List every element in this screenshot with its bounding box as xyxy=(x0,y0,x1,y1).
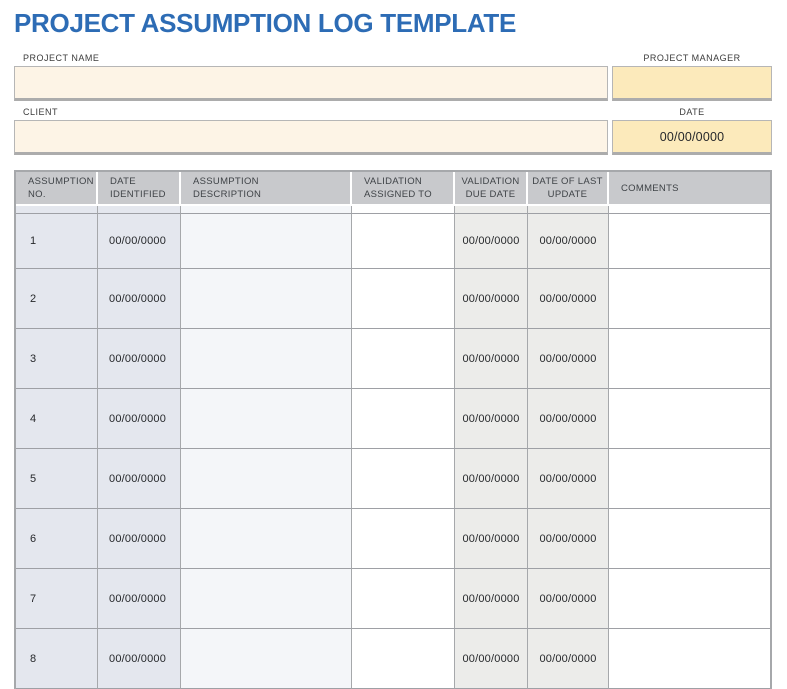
table-body: 1 00/00/0000 00/00/0000 00/00/0000 2 00/00/00… xyxy=(16,214,770,689)
cell-no[interactable]: 7 xyxy=(16,569,98,629)
cell-description[interactable] xyxy=(181,509,352,569)
cell-no[interactable]: 6 xyxy=(16,509,98,569)
cell-date-identified[interactable]: 00/00/0000 xyxy=(98,389,181,449)
cell-description[interactable] xyxy=(181,449,352,509)
cell-date-identified[interactable]: 00/00/0000 xyxy=(98,569,181,629)
cell-assigned-to[interactable] xyxy=(352,329,455,389)
cell-assigned-to[interactable] xyxy=(352,269,455,329)
spacer-cell xyxy=(98,206,181,214)
cell-date-identified[interactable]: 00/00/0000 xyxy=(98,269,181,329)
cell-last-update[interactable]: 00/00/0000 xyxy=(528,214,609,269)
cell-date-identified[interactable]: 00/00/0000 xyxy=(98,509,181,569)
cell-last-update[interactable]: 00/00/0000 xyxy=(528,629,609,689)
cell-assigned-to[interactable] xyxy=(352,509,455,569)
cell-description[interactable] xyxy=(181,389,352,449)
cell-date-identified[interactable]: 00/00/0000 xyxy=(98,329,181,389)
cell-no[interactable]: 1 xyxy=(16,214,98,269)
column-header-date-of-last-update: DATE OF LAST UPDATE xyxy=(528,172,609,206)
cell-no[interactable]: 5 xyxy=(16,449,98,509)
date-value: 00/00/0000 xyxy=(659,129,725,144)
table-row: 2 00/00/0000 00/00/0000 00/00/0000 xyxy=(16,269,770,329)
cell-description[interactable] xyxy=(181,329,352,389)
form-row-1 xyxy=(14,66,772,101)
spacer-cell xyxy=(528,206,609,214)
page-title: PROJECT ASSUMPTION LOG TEMPLATE xyxy=(14,8,517,38)
table-row: 8 00/00/0000 00/00/0000 00/00/0000 xyxy=(16,629,770,689)
spacer-cell xyxy=(609,206,770,214)
cell-last-update[interactable]: 00/00/0000 xyxy=(528,389,609,449)
cell-no[interactable]: 8 xyxy=(16,629,98,689)
assumption-log-table: ASSUMPTION NO. DATE IDENTIFIED ASSUMPTIO… xyxy=(14,170,772,689)
cell-no[interactable]: 2 xyxy=(16,269,98,329)
cell-comments[interactable] xyxy=(609,629,770,689)
cell-last-update[interactable]: 00/00/0000 xyxy=(528,329,609,389)
cell-due-date[interactable]: 00/00/0000 xyxy=(455,629,528,689)
spacer-cell xyxy=(16,206,98,214)
cell-assigned-to[interactable] xyxy=(352,449,455,509)
table-row: 5 00/00/0000 00/00/0000 00/00/0000 xyxy=(16,449,770,509)
cell-due-date[interactable]: 00/00/0000 xyxy=(455,509,528,569)
cell-last-update[interactable]: 00/00/0000 xyxy=(528,449,609,509)
cell-comments[interactable] xyxy=(609,449,770,509)
column-header-validation-due-date: VALIDATION DUE DATE xyxy=(455,172,528,206)
cell-no[interactable]: 3 xyxy=(16,329,98,389)
cell-comments[interactable] xyxy=(609,269,770,329)
project-name-field[interactable] xyxy=(14,66,608,101)
cell-due-date[interactable]: 00/00/0000 xyxy=(455,449,528,509)
cell-comments[interactable] xyxy=(609,214,770,269)
cell-date-identified[interactable]: 00/00/0000 xyxy=(98,214,181,269)
cell-description[interactable] xyxy=(181,269,352,329)
cell-assigned-to[interactable] xyxy=(352,569,455,629)
cell-date-identified[interactable]: 00/00/0000 xyxy=(98,629,181,689)
column-header-comments: COMMENTS xyxy=(609,172,770,206)
date-field[interactable]: 00/00/0000 xyxy=(612,120,772,155)
cell-assigned-to[interactable] xyxy=(352,389,455,449)
cell-last-update[interactable]: 00/00/0000 xyxy=(528,269,609,329)
spacer-row xyxy=(16,206,770,214)
cell-assigned-to[interactable] xyxy=(352,629,455,689)
cell-comments[interactable] xyxy=(609,389,770,449)
cell-comments[interactable] xyxy=(609,569,770,629)
project-manager-label: PROJECT MANAGER xyxy=(643,53,741,63)
spacer-cell xyxy=(181,206,352,214)
cell-comments[interactable] xyxy=(609,509,770,569)
cell-comments[interactable] xyxy=(609,329,770,389)
cell-due-date[interactable]: 00/00/0000 xyxy=(455,569,528,629)
table-header-row: ASSUMPTION NO. DATE IDENTIFIED ASSUMPTIO… xyxy=(16,172,770,206)
client-label: CLIENT xyxy=(23,107,59,117)
cell-description[interactable] xyxy=(181,214,352,269)
spacer-cell xyxy=(455,206,528,214)
column-header-assumption-no: ASSUMPTION NO. xyxy=(16,172,98,206)
table-row: 1 00/00/0000 00/00/0000 00/00/0000 xyxy=(16,214,770,269)
column-header-assumption-description: ASSUMPTION DESCRIPTION xyxy=(181,172,352,206)
form-labels-row-1: PROJECT NAME PROJECT MANAGER xyxy=(14,53,772,63)
cell-last-update[interactable]: 00/00/0000 xyxy=(528,569,609,629)
client-field[interactable] xyxy=(14,120,608,155)
cell-no[interactable]: 4 xyxy=(16,389,98,449)
column-header-validation-assigned-to: VALIDATION ASSIGNED TO xyxy=(352,172,455,206)
cell-due-date[interactable]: 00/00/0000 xyxy=(455,214,528,269)
cell-due-date[interactable]: 00/00/0000 xyxy=(455,269,528,329)
form-labels-row-2: CLIENT DATE xyxy=(14,107,772,117)
date-label: DATE xyxy=(679,107,705,117)
table-row: 6 00/00/0000 00/00/0000 00/00/0000 xyxy=(16,509,770,569)
cell-due-date[interactable]: 00/00/0000 xyxy=(455,329,528,389)
column-header-date-identified: DATE IDENTIFIED xyxy=(98,172,181,206)
cell-description[interactable] xyxy=(181,569,352,629)
form-row-2: 00/00/0000 xyxy=(14,120,772,155)
cell-due-date[interactable]: 00/00/0000 xyxy=(455,389,528,449)
spacer-cell xyxy=(352,206,455,214)
table-row: 7 00/00/0000 00/00/0000 00/00/0000 xyxy=(16,569,770,629)
cell-description[interactable] xyxy=(181,629,352,689)
cell-last-update[interactable]: 00/00/0000 xyxy=(528,509,609,569)
project-manager-field[interactable] xyxy=(612,66,772,101)
table-row: 4 00/00/0000 00/00/0000 00/00/0000 xyxy=(16,389,770,449)
cell-assigned-to[interactable] xyxy=(352,214,455,269)
cell-date-identified[interactable]: 00/00/0000 xyxy=(98,449,181,509)
project-name-label: PROJECT NAME xyxy=(23,53,100,63)
table-row: 3 00/00/0000 00/00/0000 00/00/0000 xyxy=(16,329,770,389)
